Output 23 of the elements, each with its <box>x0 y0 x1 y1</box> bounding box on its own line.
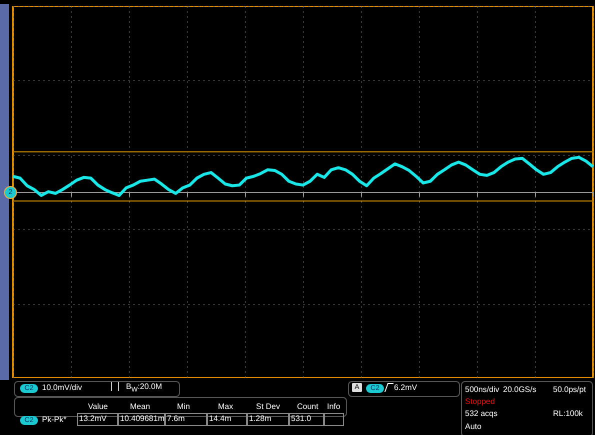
text: Auto <box>465 422 482 432</box>
text: 7.6m <box>167 414 185 424</box>
text: 532 acqs <box>465 409 498 419</box>
text: 10.0mV/div <box>42 383 82 393</box>
text: 14.4m <box>209 414 232 424</box>
text: Value <box>88 402 108 412</box>
text: Pk-Pk* <box>42 415 66 425</box>
text: Stopped <box>465 397 495 407</box>
text: 6.2mV <box>394 383 418 393</box>
text: 13.2mV <box>79 414 107 424</box>
text: 20.0GS/s <box>503 385 536 395</box>
text: Info <box>327 402 340 412</box>
text: St Dev <box>256 402 280 412</box>
text: B$_{W}$:20.0M <box>126 382 162 396</box>
text: Mean <box>130 402 150 412</box>
text: 1.28m <box>249 414 272 424</box>
text: Max <box>218 402 234 412</box>
text: 500ns/div <box>465 385 500 395</box>
text: Min <box>177 402 190 412</box>
text: 531.0 <box>291 414 312 424</box>
text: RL:100k <box>553 409 583 419</box>
text: Count <box>297 402 318 412</box>
text: 50.0ps/pt <box>553 385 586 395</box>
